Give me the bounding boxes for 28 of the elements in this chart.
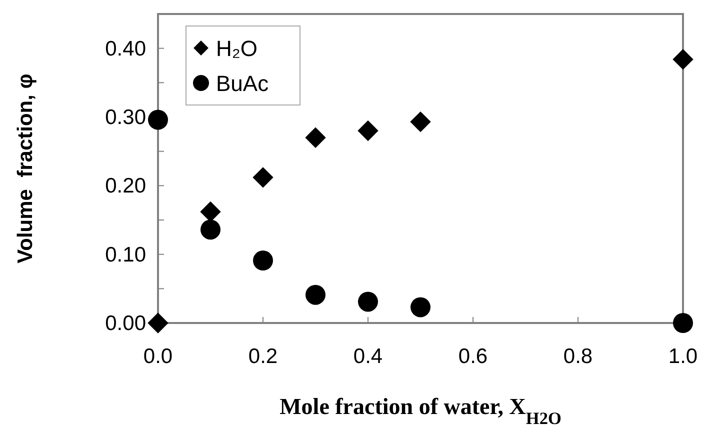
x-tick-label: 1.0 — [668, 345, 698, 368]
point — [200, 220, 220, 240]
legend-label: H₂O — [216, 36, 258, 61]
x-tick-label: 0.8 — [563, 345, 593, 368]
point — [673, 313, 693, 333]
y-tick-label: 0.00 — [105, 312, 146, 335]
point — [148, 312, 168, 334]
x-tick-label: 0.0 — [143, 345, 173, 368]
point — [253, 250, 273, 271]
y-axis-title: Volume fraction, φ — [14, 74, 37, 264]
x-tick-label: 0.4 — [353, 345, 383, 368]
x-tick-label: 0.6 — [458, 345, 488, 368]
point — [410, 111, 431, 132]
point — [358, 292, 378, 312]
point — [358, 120, 378, 142]
point — [305, 127, 326, 148]
legend-label: BuAc — [216, 71, 269, 96]
point — [672, 48, 694, 70]
point — [306, 284, 326, 305]
y-tick-label: 0.40 — [105, 37, 146, 60]
y-tick-label: 0.10 — [105, 243, 146, 266]
x-axis-title: Mole fraction of water, X$_{H2O}$ — [280, 394, 562, 428]
y-tick-label: 0.30 — [105, 106, 146, 129]
point — [148, 110, 168, 130]
point — [252, 167, 274, 188]
y-tick-label: 0.20 — [105, 174, 146, 198]
x-tick-label: 0.2 — [248, 345, 278, 368]
point — [410, 297, 430, 318]
